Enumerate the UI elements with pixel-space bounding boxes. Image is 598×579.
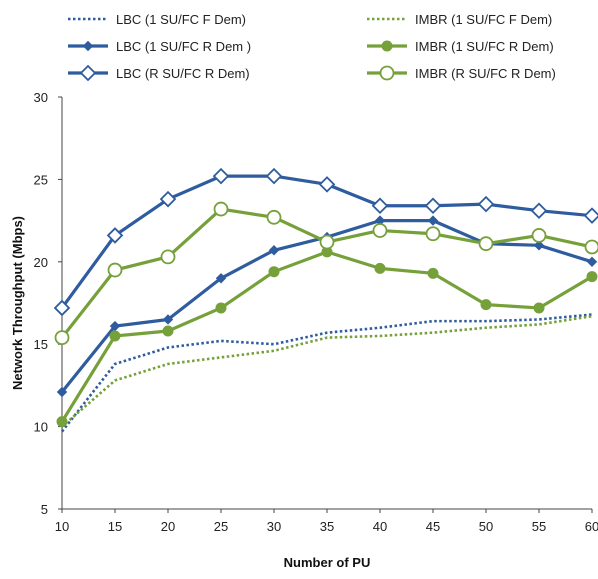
- data-point: [106, 227, 124, 244]
- legend-entry: LBC (1 SU/FC R Dem ): [68, 39, 251, 54]
- data-point: [268, 245, 280, 256]
- data-point: [215, 302, 227, 314]
- data-point: [56, 416, 68, 428]
- legend-label: IMBR (1 SU/FC R Dem): [415, 39, 554, 54]
- series-lbc-1-su-fc-f-dem: [60, 313, 593, 433]
- legend-label: IMBR (R SU/FC R Dem): [415, 66, 556, 81]
- legend-label: IMBR (1 SU/FC F Dem): [415, 12, 552, 27]
- series-imbr-r-su-fc-r-dem: [54, 201, 598, 346]
- data-point: [374, 262, 386, 274]
- data-point: [213, 201, 229, 217]
- data-point: [162, 314, 174, 325]
- data-point: [371, 197, 389, 215]
- legend-label: LBC (1 SU/FC R Dem ): [116, 39, 251, 54]
- data-point: [477, 195, 495, 213]
- series-imbr-1-su-fc-r-dem: [56, 246, 598, 428]
- x-tick-label: 15: [108, 519, 122, 534]
- data-point: [212, 167, 230, 185]
- series-line: [61, 314, 593, 428]
- x-axis-title: Number of PU: [284, 555, 371, 570]
- data-point: [162, 325, 174, 337]
- x-tick-label: 60: [585, 519, 598, 534]
- x-tick-label: 25: [214, 519, 228, 534]
- legend-marker: [79, 64, 97, 82]
- data-point: [586, 271, 598, 283]
- x-tick-label: 45: [426, 519, 440, 534]
- legend-label: LBC (1 SU/FC F Dem): [116, 12, 246, 27]
- legend-entry: IMBR (1 SU/FC F Dem): [367, 12, 552, 27]
- data-point: [53, 299, 71, 317]
- data-point: [56, 386, 68, 398]
- data-point: [424, 197, 442, 215]
- data-point: [480, 299, 492, 311]
- data-point: [318, 176, 336, 193]
- data-point: [533, 240, 545, 251]
- legend-entry: IMBR (R SU/FC R Dem): [367, 65, 556, 81]
- data-point: [215, 273, 227, 284]
- y-tick-label: 10: [34, 420, 48, 435]
- data-point: [265, 167, 283, 185]
- y-tick-label: 20: [34, 255, 48, 270]
- x-tick-label: 10: [55, 519, 69, 534]
- legend-marker: [82, 40, 94, 52]
- axes: [61, 97, 592, 510]
- series-line: [60, 207, 593, 339]
- legend-entry: LBC (1 SU/FC F Dem): [68, 12, 246, 27]
- x-tick-label: 35: [320, 519, 334, 534]
- data-point: [159, 190, 177, 208]
- data-point: [425, 226, 441, 242]
- data-point: [54, 330, 70, 346]
- x-tick-label: 55: [532, 519, 546, 534]
- ticks: 10 15 20 25 30 35 40 45 50 55 60 5 10 15 20 25 30: [34, 90, 598, 534]
- y-tick-label: 30: [34, 90, 48, 105]
- legend: LBC (1 SU/FC F Dem) IMBR (1 SU/FC F Dem) L…: [68, 12, 556, 82]
- data-point: [107, 262, 123, 278]
- legend-label: LBC (R SU/FC R Dem): [116, 66, 250, 81]
- series-imbr-1-su-fc-f-dem: [61, 314, 593, 428]
- y-tick-label: 5: [41, 502, 48, 517]
- data-point: [533, 302, 545, 314]
- y-axis-title: Network Throughput (Mbps): [10, 216, 25, 390]
- data-point: [160, 249, 176, 265]
- data-point: [531, 228, 547, 243]
- legend-marker: [381, 40, 393, 52]
- x-tick-label: 30: [267, 519, 281, 534]
- data-point: [268, 266, 280, 278]
- series-lbc-r-su-fc-r-dem: [53, 167, 598, 317]
- x-tick-label: 40: [373, 519, 387, 534]
- data-point: [530, 202, 548, 219]
- legend-entry: LBC (R SU/FC R Dem): [68, 64, 250, 82]
- data-point: [427, 267, 439, 279]
- legend-marker: [379, 65, 395, 81]
- data-point: [583, 207, 598, 224]
- x-tick-label: 20: [161, 519, 175, 534]
- data-point: [109, 330, 121, 342]
- data-point: [586, 256, 598, 268]
- x-tick-label: 50: [479, 519, 493, 534]
- data-point: [478, 236, 494, 252]
- data-point: [266, 209, 282, 225]
- data-point: [372, 223, 388, 238]
- series-line: [60, 313, 593, 433]
- data-point: [584, 239, 598, 255]
- y-tick-label: 15: [34, 337, 48, 352]
- y-tick-label: 25: [34, 172, 48, 187]
- data-point: [427, 215, 439, 226]
- legend-entry: IMBR (1 SU/FC R Dem): [367, 39, 554, 54]
- plot-area: [53, 167, 598, 433]
- data-point: [319, 234, 335, 250]
